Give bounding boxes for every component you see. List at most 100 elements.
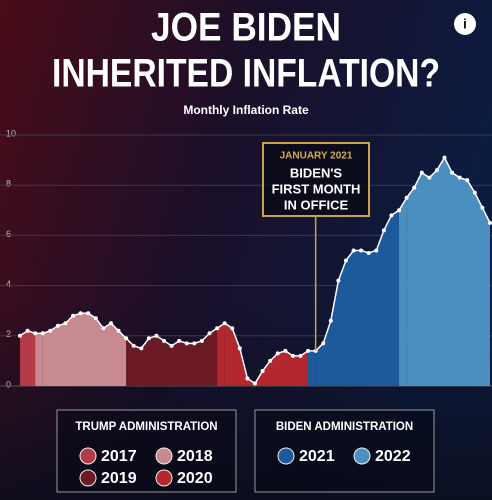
info-icon-label[interactable]: i [463,16,467,32]
line [315,209,400,352]
area-connector [308,350,316,386]
annotation-box [262,142,370,217]
chart-subtitle: Monthly Inflation Rate [183,103,309,117]
point [199,338,204,343]
point [154,333,159,338]
point [442,155,447,160]
point [465,178,470,183]
annotation-label: JANUARY 2021 [280,151,353,162]
point [480,205,485,210]
point [131,343,136,348]
legend-marker [353,447,371,465]
legend-label: 2021 [299,448,335,465]
point [48,328,53,333]
y-tick-label: 0 [6,379,11,389]
point [427,175,432,180]
point [86,311,91,316]
point [116,328,121,333]
point [457,175,462,180]
point [230,326,235,331]
point [283,348,288,353]
point [25,328,30,333]
annotation-text: BIDEN'S [290,165,343,180]
point [381,228,386,233]
legend-label: 2018 [177,448,213,465]
point [222,321,227,326]
area-connector [399,197,407,386]
point [336,278,341,283]
area [224,323,309,386]
point [419,170,424,175]
legend-marker [277,447,295,465]
point [488,220,492,225]
legend-marker [79,469,97,487]
legend-marker [155,469,173,487]
point [253,381,257,386]
area-connector [217,323,225,386]
point [63,321,68,326]
point [328,318,333,323]
area-connector [126,338,134,386]
point [207,331,212,336]
legend-marker [79,447,97,465]
point [343,258,348,263]
point [55,323,60,328]
area [20,330,36,386]
point [18,333,22,338]
area-connector [35,333,43,386]
legend-label: 2022 [375,448,411,465]
point [71,313,76,318]
point [146,336,151,341]
point [184,341,189,346]
line [406,156,491,224]
point [404,195,409,200]
legend-label: 2017 [101,448,137,465]
info-icon[interactable] [454,13,476,35]
point [450,170,455,175]
area [406,157,490,386]
y-tick-label: 8 [6,179,11,189]
chart-title: JOE BIDEN [151,6,341,50]
area [42,313,127,386]
point [351,248,356,253]
point [192,341,197,346]
point [412,185,417,190]
point [434,168,439,173]
legend-marker [155,447,173,465]
legend-title: BIDEN ADMINISTRATION [276,421,413,433]
point [101,326,106,331]
point [275,351,280,356]
chart-title: INHERITED INFLATION? [52,52,440,96]
legend-title: TRUMP ADMINISTRATION [75,421,217,433]
point [177,338,182,343]
legend-label: 2020 [177,470,213,487]
point [162,338,167,343]
point [306,348,311,353]
point [78,311,83,316]
point [169,343,174,348]
point [93,316,98,321]
point [33,331,38,336]
point [268,358,273,363]
point [139,346,144,351]
legend-label: 2019 [101,470,137,487]
point [290,353,295,358]
area [133,328,218,386]
annotation-text: IN OFFICE [284,197,349,212]
point [298,353,303,358]
point [472,190,477,195]
point [40,331,45,336]
point [260,368,265,373]
point [397,208,402,213]
area [315,210,400,386]
point [124,336,129,341]
annotation-text: FIRST MONTH [272,181,361,196]
point [389,213,394,218]
point [321,341,326,346]
y-tick-label: 2 [6,329,11,339]
point [366,250,371,255]
point [215,326,220,331]
point [108,321,113,326]
